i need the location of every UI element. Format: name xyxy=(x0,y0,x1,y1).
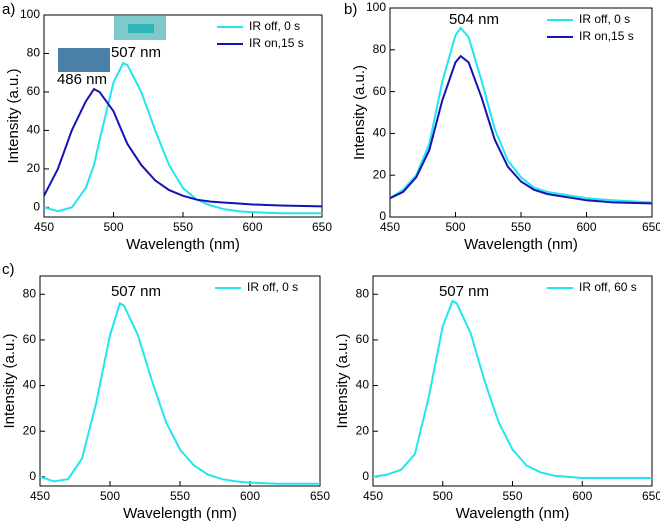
y-tick-label: 60 xyxy=(356,332,370,346)
y-tick-label: 100 xyxy=(366,0,386,14)
legend-label: IR on,15 s xyxy=(249,36,304,50)
y-axis-label: Intensity (a.u.) xyxy=(1,333,18,428)
y-axis-label: Intensity (a.u.) xyxy=(334,333,351,428)
x-tick-label: 500 xyxy=(103,220,123,234)
x-tick-label: 450 xyxy=(30,489,50,503)
x-tick-label: 450 xyxy=(34,220,54,234)
annotation: 507 nm xyxy=(111,44,161,61)
y-tick-label: 100 xyxy=(20,7,40,21)
x-tick-label: 650 xyxy=(642,220,660,234)
series-line xyxy=(389,54,653,205)
x-tick-label: 550 xyxy=(170,489,190,503)
legend-label: IR on,15 s xyxy=(579,29,634,43)
y-tick-label: 20 xyxy=(23,423,37,437)
series-line xyxy=(39,301,320,485)
x-axis-label: Wavelength (nm) xyxy=(464,236,578,253)
legend-label: IR off, 0 s xyxy=(247,280,298,294)
plot-frame xyxy=(39,275,321,487)
y-tick-label: 80 xyxy=(356,286,370,300)
y-tick-label: 60 xyxy=(23,332,37,346)
y-tick-label: 40 xyxy=(356,378,370,392)
x-tick-label: 550 xyxy=(511,220,531,234)
x-tick-label: 500 xyxy=(433,489,453,503)
y-axis-label: Intensity (a.u.) xyxy=(351,65,368,160)
x-axis-label: Wavelength (nm) xyxy=(123,505,237,522)
x-tick-label: 450 xyxy=(363,489,383,503)
series-line xyxy=(43,87,323,208)
y-tick-label: 40 xyxy=(27,123,41,137)
y-tick-label: 40 xyxy=(23,378,37,392)
y-tick-label: 80 xyxy=(27,46,41,60)
y-tick-label: 60 xyxy=(373,84,387,98)
x-tick-label: 650 xyxy=(642,489,660,503)
x-tick-label: 450 xyxy=(380,220,400,234)
y-tick-label: 80 xyxy=(373,42,387,56)
y-tick-label: 0 xyxy=(29,469,36,483)
x-tick-label: 650 xyxy=(310,489,330,503)
y-tick-label: 20 xyxy=(27,161,41,175)
legend-label: IR off, 0 s xyxy=(249,19,300,33)
annotation: 486 nm xyxy=(57,71,107,88)
y-tick-label: 0 xyxy=(379,209,386,223)
x-tick-label: 550 xyxy=(502,489,522,503)
y-tick-label: 20 xyxy=(373,167,387,181)
y-tick-label: 40 xyxy=(373,126,387,140)
annotation: 504 nm xyxy=(449,11,499,28)
y-tick-label: 0 xyxy=(362,469,369,483)
x-tick-label: 550 xyxy=(173,220,193,234)
legend-label: IR off, 0 s xyxy=(579,12,630,26)
panel-label: b) xyxy=(344,1,357,18)
y-tick-label: 0 xyxy=(33,200,40,214)
y-tick-label: 80 xyxy=(23,286,37,300)
x-axis-label: Wavelength (nm) xyxy=(126,236,240,253)
y-axis-label: Intensity (a.u.) xyxy=(5,68,22,163)
x-tick-label: 600 xyxy=(572,489,592,503)
x-tick-label: 500 xyxy=(445,220,465,234)
x-tick-label: 500 xyxy=(100,489,120,503)
inset-photo xyxy=(128,24,154,33)
y-tick-label: 20 xyxy=(356,423,370,437)
annotation: 507 nm xyxy=(439,283,489,300)
annotation: 507 nm xyxy=(111,283,161,300)
x-tick-label: 600 xyxy=(242,220,262,234)
series-line xyxy=(372,299,652,479)
x-tick-label: 650 xyxy=(312,220,332,234)
x-tick-label: 600 xyxy=(576,220,596,234)
inset-photo xyxy=(58,48,110,72)
y-tick-label: 60 xyxy=(27,84,41,98)
panel-label: c) xyxy=(2,261,15,278)
series-line xyxy=(389,26,653,204)
series-line xyxy=(43,61,322,215)
panel-label: a) xyxy=(2,1,15,18)
x-tick-label: 600 xyxy=(240,489,260,503)
x-axis-label: Wavelength (nm) xyxy=(456,505,570,522)
legend-label: IR off, 60 s xyxy=(579,280,637,294)
